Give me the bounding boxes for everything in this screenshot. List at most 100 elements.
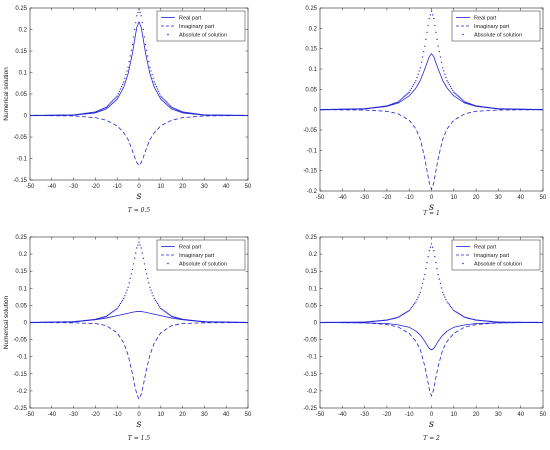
data-point (221, 114, 223, 116)
data-point (153, 297, 155, 300)
data-point (190, 319, 192, 322)
data-point (498, 108, 501, 110)
data-point (108, 103, 111, 105)
data-point (456, 94, 458, 96)
data-point (493, 107, 495, 109)
legend-label: Real part (179, 245, 202, 251)
data-point (341, 108, 343, 110)
data-point (228, 321, 231, 323)
data-point (54, 321, 56, 323)
series-absolute-of-solution (320, 10, 543, 111)
x-tick-label: -40 (338, 412, 347, 418)
data-point (148, 282, 150, 284)
data-point (163, 310, 165, 312)
data-point (503, 321, 505, 323)
legend-item: Real part (161, 245, 202, 251)
legend: Real part Imaginary part Absolute of solut… (156, 10, 246, 42)
data-point (152, 77, 154, 79)
data-point (340, 108, 342, 110)
data-point (502, 108, 504, 110)
data-point (502, 321, 504, 323)
legend-item: Imaginary part (161, 24, 215, 30)
data-point (407, 92, 409, 94)
data-point (435, 31, 437, 34)
data-point (86, 112, 88, 114)
data-point (330, 108, 332, 111)
data-point (107, 104, 110, 106)
data-point (396, 316, 398, 319)
x-tick-label: 10 (450, 412, 457, 418)
data-point (210, 321, 212, 323)
data-point (328, 108, 330, 111)
data-point (96, 110, 99, 112)
data-point (117, 306, 119, 308)
data-point (221, 321, 223, 323)
y-tick-label: 0.15 (305, 47, 317, 53)
data-point (197, 320, 199, 322)
data-point (517, 108, 520, 110)
legend: Real part Imaginary part Absolute of solut… (451, 239, 541, 271)
data-point (333, 321, 336, 324)
data-point (493, 321, 495, 323)
data-point (399, 315, 401, 317)
data-point (142, 28, 145, 31)
data-point (118, 90, 121, 93)
data-point (185, 319, 187, 321)
data-point (130, 273, 133, 275)
data-point (338, 108, 340, 110)
y-tick-label: 0.05 (15, 303, 27, 309)
data-point (379, 106, 381, 108)
data-point (229, 114, 232, 116)
data-point (458, 313, 461, 315)
data-point (45, 114, 47, 116)
data-point (477, 105, 479, 107)
data-point (459, 313, 462, 316)
x-tick-label: 50 (245, 412, 252, 418)
data-point (344, 108, 347, 110)
data-point (372, 320, 375, 322)
data-point (539, 108, 541, 111)
data-point (35, 321, 38, 324)
data-point (43, 321, 45, 323)
data-point (482, 106, 484, 108)
data-point (390, 318, 393, 320)
data-point (326, 108, 328, 111)
data-point (98, 109, 100, 112)
data-point (386, 319, 388, 321)
series-imaginary-part-line (30, 115, 248, 166)
data-point (401, 313, 404, 316)
data-point (410, 87, 413, 90)
data-point (466, 102, 468, 104)
y-tick-label: -0.05 (303, 338, 317, 344)
series-real-part-line (320, 53, 543, 111)
data-point (47, 321, 50, 323)
data-point (491, 107, 493, 109)
x-tick-label: 40 (517, 195, 524, 201)
data-point (483, 106, 485, 108)
data-point (478, 105, 481, 108)
data-point (128, 282, 130, 284)
y-tick-label: -0.05 (13, 135, 27, 141)
data-point (462, 99, 464, 101)
data-point (527, 321, 530, 324)
x-tick-label: 20 (473, 412, 480, 418)
data-point (81, 113, 83, 115)
data-point (123, 297, 125, 300)
data-point (532, 321, 534, 324)
data-point (413, 304, 415, 306)
data-point (358, 321, 360, 323)
data-point (77, 113, 79, 116)
data-point (372, 107, 375, 109)
data-point (144, 43, 147, 46)
data-point (336, 321, 338, 324)
data-point (362, 108, 365, 110)
x-tick-label: 10 (450, 195, 457, 201)
data-point (474, 104, 476, 107)
data-point (154, 299, 157, 301)
x-tick-label: 20 (179, 412, 186, 418)
x-tick-label: -30 (360, 412, 369, 418)
data-point (87, 319, 89, 321)
data-point (95, 110, 98, 113)
data-point (106, 105, 109, 107)
data-point (163, 98, 165, 101)
